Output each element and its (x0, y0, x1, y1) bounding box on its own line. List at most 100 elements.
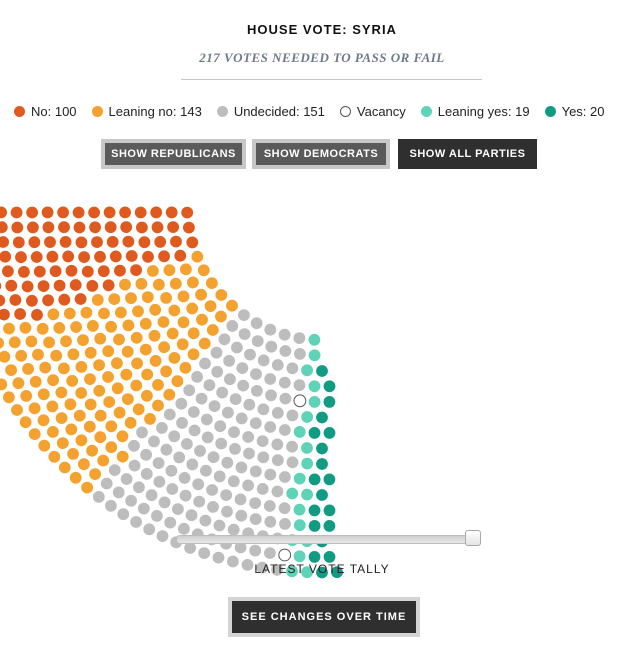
seat-leaning-no[interactable] (187, 276, 199, 289)
seat-leaning-no[interactable] (132, 403, 145, 416)
seat-undecided[interactable] (183, 384, 196, 397)
seat-undecided[interactable] (229, 393, 242, 405)
seat-no[interactable] (0, 221, 8, 234)
seat-leaning-no[interactable] (141, 389, 153, 402)
seat-undecided[interactable] (143, 523, 156, 536)
seat-no[interactable] (12, 236, 25, 249)
seat-leaning-no[interactable] (87, 320, 99, 332)
seat-leaning-no[interactable] (98, 307, 110, 320)
seat-leaning-no[interactable] (177, 316, 190, 329)
show-democrats-button[interactable]: SHOW DEMOCRATS (252, 139, 390, 169)
seat-leaning-no[interactable] (43, 336, 55, 349)
seat-vacancy[interactable] (293, 394, 307, 408)
seat-no[interactable] (174, 249, 187, 262)
seat-undecided[interactable] (215, 437, 228, 450)
seat-undecided[interactable] (279, 424, 291, 436)
seat-leaning-no[interactable] (179, 361, 192, 374)
seat-undecided[interactable] (249, 497, 261, 509)
seat-leaning-no[interactable] (105, 441, 118, 454)
seat-leaning-no[interactable] (111, 382, 124, 395)
seat-undecided[interactable] (250, 317, 263, 330)
seat-undecided[interactable] (133, 481, 145, 494)
seat-no[interactable] (53, 279, 66, 292)
seat-no[interactable] (106, 236, 119, 248)
seat-leaning-no[interactable] (141, 291, 154, 303)
seat-yes[interactable] (308, 427, 321, 439)
seat-leaning-no[interactable] (20, 390, 33, 402)
seat-leaning-no[interactable] (105, 320, 117, 333)
seat-undecided[interactable] (241, 559, 254, 571)
seat-no[interactable] (2, 265, 14, 278)
seat-undecided[interactable] (140, 468, 153, 480)
seat-leaning-no[interactable] (50, 349, 63, 362)
seat-undecided[interactable] (158, 496, 171, 509)
seat-leaning-yes[interactable] (301, 411, 314, 423)
seat-leaning-no[interactable] (0, 378, 8, 391)
seat-undecided[interactable] (251, 335, 264, 347)
seat-no[interactable] (91, 236, 103, 249)
seat-no[interactable] (0, 250, 12, 263)
seat-undecided[interactable] (200, 464, 212, 477)
seat-leaning-no[interactable] (206, 277, 218, 289)
seat-leaning-no[interactable] (22, 363, 34, 375)
seat-undecided[interactable] (256, 561, 269, 574)
seat-undecided[interactable] (108, 464, 121, 476)
seat-undecided[interactable] (249, 513, 262, 525)
seat-undecided[interactable] (178, 472, 191, 484)
seat-leaning-no[interactable] (78, 458, 90, 471)
seat-undecided[interactable] (271, 359, 284, 371)
seat-leaning-no[interactable] (139, 317, 152, 330)
seat-undecided[interactable] (156, 422, 168, 434)
seat-undecided[interactable] (100, 477, 113, 490)
seat-leaning-no[interactable] (89, 468, 101, 480)
show-republicans-button[interactable]: SHOW REPUBLICANS (101, 139, 246, 169)
seat-no[interactable] (33, 265, 46, 278)
seat-leaning-yes[interactable] (301, 442, 313, 454)
seat-leaning-no[interactable] (131, 357, 144, 370)
seat-leaning-no[interactable] (93, 384, 106, 397)
seat-undecided[interactable] (236, 362, 249, 374)
seat-leaning-yes[interactable] (286, 565, 298, 578)
seat-undecided[interactable] (201, 431, 214, 444)
seat-no[interactable] (165, 206, 178, 219)
seat-no[interactable] (44, 236, 56, 249)
seat-leaning-no[interactable] (152, 399, 164, 412)
seat-leaning-no[interactable] (39, 361, 52, 374)
seat-leaning-no[interactable] (60, 335, 72, 348)
seat-undecided[interactable] (264, 421, 277, 433)
seat-leaning-no[interactable] (38, 439, 51, 452)
seat-leaning-no[interactable] (132, 305, 144, 318)
seat-undecided[interactable] (120, 473, 133, 485)
seat-undecided[interactable] (136, 426, 148, 439)
seat-undecided[interactable] (216, 386, 229, 399)
seat-leaning-no[interactable] (11, 404, 23, 416)
seat-undecided[interactable] (199, 357, 211, 370)
seat-leaning-no[interactable] (226, 299, 238, 312)
seat-leaning-yes[interactable] (293, 550, 306, 563)
seat-undecided[interactable] (271, 438, 284, 451)
seat-undecided[interactable] (173, 451, 186, 464)
seat-leaning-no[interactable] (149, 355, 162, 367)
seat-undecided[interactable] (257, 403, 270, 416)
seat-no[interactable] (74, 293, 87, 305)
seat-leaning-no[interactable] (19, 416, 32, 429)
seat-undecided[interactable] (279, 471, 291, 483)
seat-no[interactable] (72, 206, 85, 219)
seat-yes[interactable] (323, 396, 336, 408)
seat-no[interactable] (150, 206, 163, 219)
seat-leaning-no[interactable] (0, 350, 11, 363)
seat-no[interactable] (59, 236, 72, 248)
seat-undecided[interactable] (223, 355, 236, 367)
seat-no[interactable] (28, 236, 41, 249)
seat-undecided[interactable] (235, 461, 248, 474)
seat-leaning-yes[interactable] (293, 472, 306, 485)
seat-undecided[interactable] (172, 503, 184, 515)
seat-leaning-no[interactable] (37, 414, 50, 427)
seat-undecided[interactable] (160, 443, 173, 456)
seat-undecided[interactable] (221, 456, 234, 469)
seat-undecided[interactable] (224, 373, 236, 386)
seat-no[interactable] (86, 280, 99, 292)
seat-undecided[interactable] (264, 373, 277, 385)
seat-yes[interactable] (316, 411, 328, 424)
seat-undecided[interactable] (188, 424, 201, 437)
